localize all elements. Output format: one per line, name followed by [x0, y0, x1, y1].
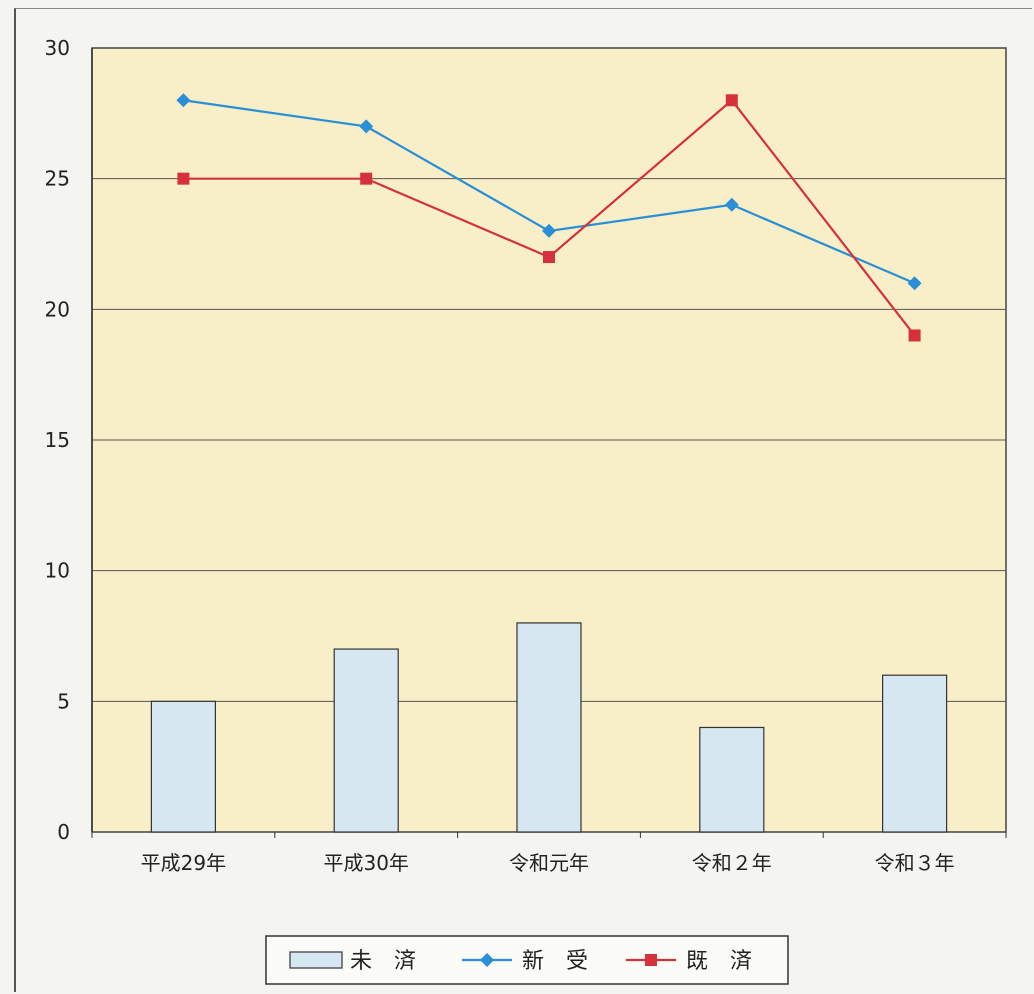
bar: [881, 674, 948, 833]
data-point: [543, 251, 555, 264]
bar-series: [150, 622, 948, 833]
data-point: [176, 93, 191, 108]
y-axis: 0 5 10 15 20 25 30: [45, 36, 93, 844]
data-point: [360, 172, 373, 185]
y-tick-label: 5: [57, 689, 70, 713]
x-tick-label: 平成29年: [141, 851, 226, 875]
y-tick-label: 15: [45, 428, 70, 452]
bar: [150, 700, 216, 833]
data-point: [359, 119, 374, 134]
legend-label: 新 受: [522, 949, 588, 974]
x-tick-label: 令和２年: [692, 851, 772, 875]
data-point: [542, 223, 556, 238]
chart-frame: [14, 8, 1032, 992]
bar: [333, 648, 399, 833]
y-tick-label: 0: [57, 820, 70, 844]
y-tick-label: 25: [45, 167, 70, 191]
legend-marker: [645, 954, 657, 966]
y-tick-label: 20: [45, 297, 70, 321]
x-tick-label: 令和元年: [509, 851, 589, 875]
legend-label: 未 済: [350, 949, 416, 974]
x-tick-label: 平成30年: [323, 851, 408, 875]
data-point: [177, 172, 190, 185]
legend: 未 済新 受既 済: [265, 935, 789, 985]
data-point: [725, 94, 738, 107]
bar: [699, 726, 765, 833]
x-axis: 平成29年 平成30年 令和元年 令和２年 令和３年: [91, 832, 1007, 875]
data-point: [724, 197, 739, 212]
y-tick-label: 30: [45, 36, 70, 60]
data-point: [908, 329, 921, 342]
line-series: [176, 93, 922, 342]
legend-marker: [480, 953, 494, 967]
legend-box: [265, 935, 789, 985]
bar: [516, 622, 582, 833]
legend-label: 既 済: [686, 949, 752, 974]
x-tick-label: 令和３年: [875, 851, 955, 875]
data-point: [907, 276, 922, 291]
y-tick-label: 10: [45, 559, 70, 583]
legend-swatch: [289, 951, 343, 969]
